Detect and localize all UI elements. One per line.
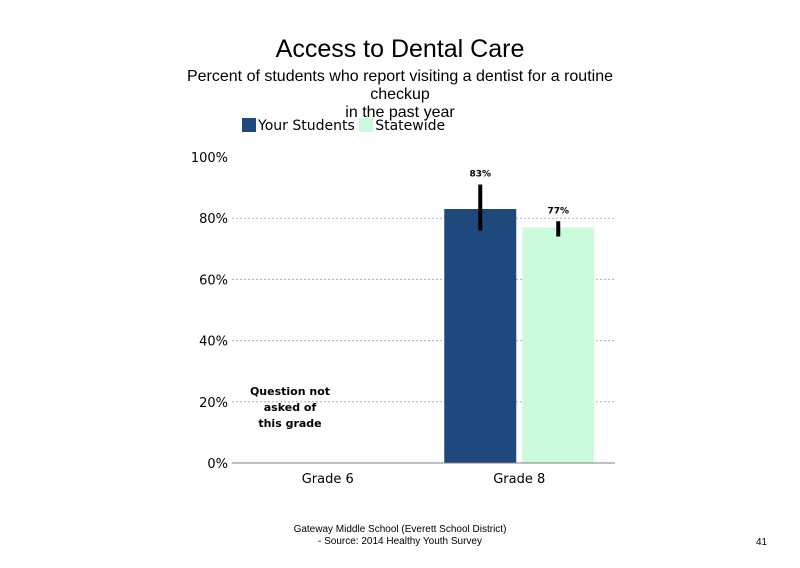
legend-swatch-statewide: [359, 118, 374, 132]
bars: [444, 209, 595, 463]
y-tick-label: 60%: [199, 273, 228, 288]
legend-item-your-students: Your Students: [242, 118, 355, 134]
x-tick-label: Grade 6: [302, 472, 354, 487]
x-axis-labels: Grade 6 Grade 8: [302, 472, 546, 487]
chart-subtitle: Percent of students who report visiting …: [186, 68, 613, 121]
error-bars: [478, 184, 561, 237]
legend-label-your-students: Your Students: [258, 118, 355, 134]
data-labels: 83% 77%: [469, 170, 569, 217]
y-tick-label: 100%: [191, 151, 228, 166]
y-tick-label: 20%: [199, 396, 228, 411]
legend: Your Students Statewide: [242, 118, 445, 136]
bar: [522, 227, 595, 463]
y-tick-label: 40%: [199, 335, 228, 350]
y-tick-label: 0%: [207, 457, 228, 472]
legend-label-statewide: Statewide: [375, 118, 446, 134]
bar: [444, 209, 517, 463]
data-label: 83%: [469, 170, 491, 180]
no-data-annotation: Question not asked of this grade: [249, 385, 331, 430]
x-tick-label: Grade 8: [493, 472, 545, 487]
legend-item-statewide: Statewide: [359, 118, 445, 134]
y-tick-label: 80%: [199, 212, 228, 227]
chart-title: Access to Dental Care: [275, 35, 525, 63]
y-axis-ticks: 0% 20% 40% 60% 80% 100%: [191, 151, 228, 472]
legend-swatch-your-students: [242, 118, 256, 132]
page-number: 41: [756, 537, 768, 548]
data-label: 77%: [547, 206, 569, 216]
source-footer: Gateway Middle School (Everett School Di…: [293, 524, 507, 547]
